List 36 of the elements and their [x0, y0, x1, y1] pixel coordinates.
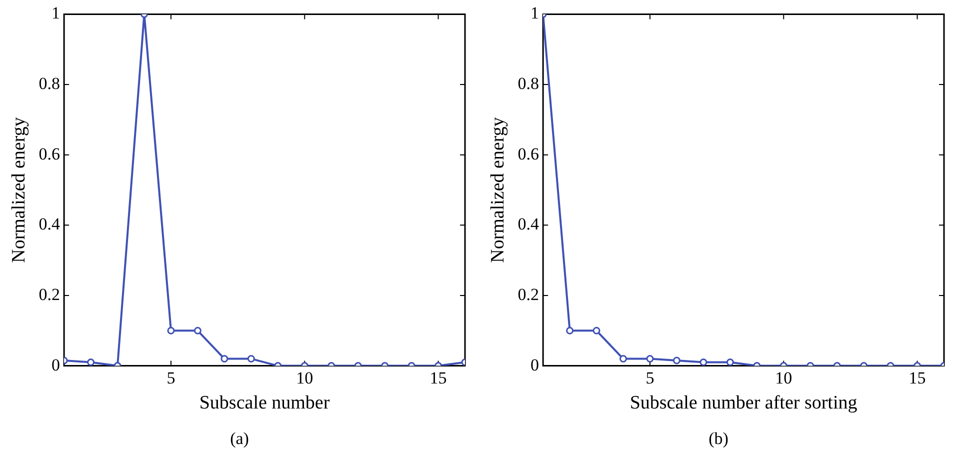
y-tick-label: 1 — [52, 4, 60, 23]
y-tick-label: 0.8 — [38, 74, 60, 93]
point — [247, 355, 255, 363]
y-tick-label: 0.2 — [38, 284, 60, 304]
y-tick-label: 0.6 — [38, 144, 60, 164]
y-tick-label: 0.6 — [518, 144, 540, 164]
y-axis-title: Normalized energy — [487, 116, 508, 263]
point — [194, 326, 202, 334]
x-tick-label: 15 — [430, 368, 447, 388]
y-tick-label: 1 — [530, 4, 540, 23]
point — [646, 355, 654, 363]
point — [220, 355, 228, 363]
y-tick-label: 0.8 — [518, 74, 540, 93]
point — [672, 356, 680, 364]
x-tick-label: 15 — [908, 368, 926, 388]
y-tick-label: 0.2 — [518, 284, 540, 304]
point — [87, 358, 95, 366]
y-tick-label: 0 — [530, 355, 540, 374]
x-axis-title: Subscale number after sorting — [630, 392, 858, 414]
text: (a) — [229, 429, 250, 449]
point — [566, 326, 574, 334]
point — [700, 358, 708, 366]
y-axis-title: Normalized energy — [8, 116, 30, 263]
x-tick-label: 10 — [296, 368, 314, 388]
y-tick-label: 0.4 — [518, 214, 540, 234]
y-tick-label: 0.4 — [38, 214, 61, 234]
y-tick-label: 0 — [52, 355, 60, 374]
point — [726, 358, 734, 366]
x-tick-label: 10 — [775, 368, 792, 388]
point — [619, 355, 627, 363]
point — [167, 326, 175, 334]
x-tick-label: 5 — [646, 368, 654, 388]
x-tick-label: 5 — [166, 368, 176, 388]
x-axis-title: Subscale number — [199, 392, 330, 414]
text: (b) — [708, 429, 730, 449]
point — [592, 326, 600, 334]
